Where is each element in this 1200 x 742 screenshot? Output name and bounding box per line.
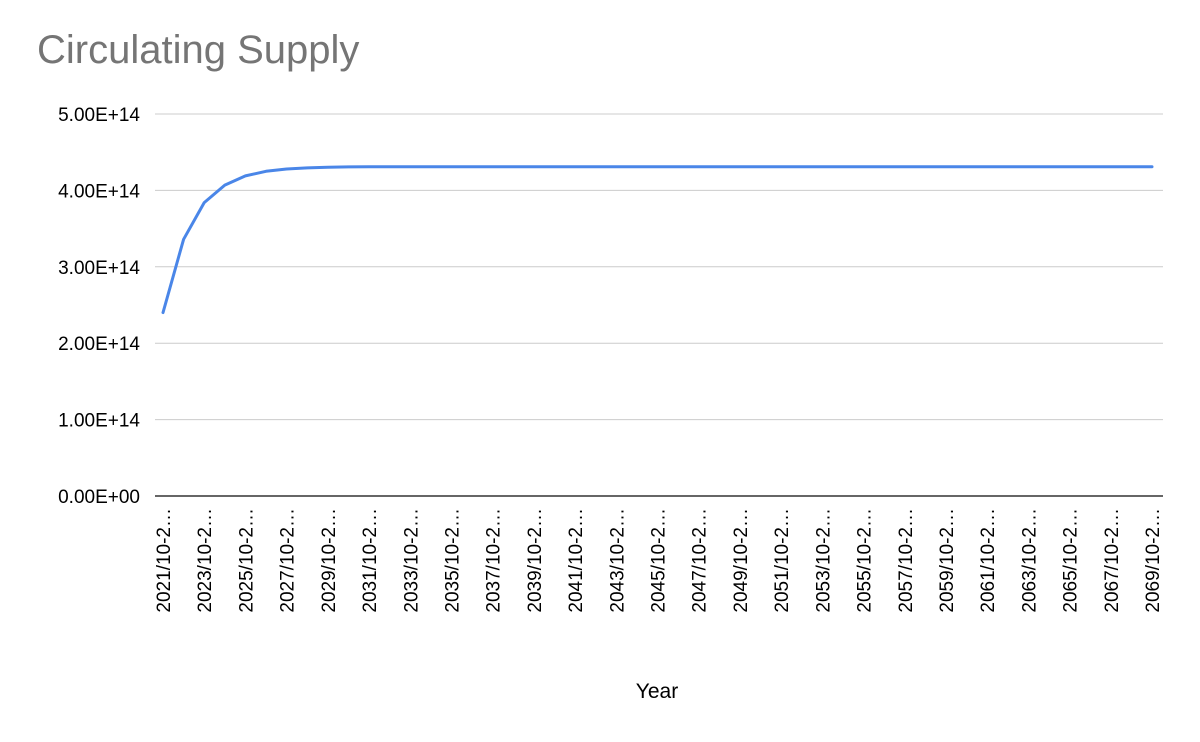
x-tick-label: 2061/10-2… — [978, 508, 999, 613]
x-tick-label: 2057/10-2… — [896, 508, 917, 613]
x-tick-label: 2041/10-2… — [566, 508, 587, 613]
x-axis-title: Year — [636, 680, 678, 703]
x-tick-label: 2065/10-2… — [1061, 508, 1082, 613]
x-tick-label: 2033/10-2… — [401, 508, 422, 613]
y-tick-label: 3.00E+14 — [58, 258, 140, 279]
x-tick-label: 2051/10-2… — [772, 508, 793, 613]
y-tick-label: 2.00E+14 — [58, 334, 140, 355]
x-tick-label: 2021/10-2… — [154, 508, 175, 613]
x-tick-label: 2045/10-2… — [649, 508, 670, 613]
chart-title: Circulating Supply — [37, 28, 360, 72]
x-tick-label: 2023/10-2… — [195, 508, 216, 613]
y-tick-label: 4.00E+14 — [58, 181, 140, 202]
x-tick-label: 2049/10-2… — [731, 508, 752, 613]
x-axis-ticks: 2021/10-2… 2023/10-2… 2025/10-2… 2027/10-2…… — [154, 508, 1164, 613]
x-tick-label: 2031/10-2… — [360, 508, 381, 613]
x-tick-label: 2053/10-2… — [813, 508, 834, 613]
y-tick-label: 5.00E+14 — [58, 105, 140, 126]
gridlines — [155, 113, 1163, 497]
x-tick-label: 2069/10-2… — [1143, 508, 1164, 613]
x-tick-label: 2055/10-2… — [855, 508, 876, 613]
y-axis-ticks: 0.00E+00 1.00E+14 2.00E+14 3.00E+14 4.00E+14… — [58, 105, 140, 508]
x-tick-label: 2059/10-2… — [937, 508, 958, 613]
y-tick-label: 1.00E+14 — [58, 411, 140, 432]
x-tick-label: 2047/10-2… — [690, 508, 711, 613]
x-tick-label: 2027/10-2… — [278, 508, 299, 613]
x-tick-label: 2063/10-2… — [1019, 508, 1040, 613]
x-tick-label: 2035/10-2… — [442, 508, 463, 613]
y-tick-label: 0.00E+00 — [58, 487, 140, 508]
x-tick-label: 2043/10-2… — [607, 508, 628, 613]
series-layer — [161, 165, 1154, 315]
series-line — [161, 165, 1154, 315]
x-tick-label: 2037/10-2… — [484, 508, 505, 613]
x-tick-label: 2025/10-2… — [236, 508, 257, 613]
x-tick-label: 2029/10-2… — [319, 508, 340, 613]
x-tick-label: 2039/10-2… — [525, 508, 546, 613]
x-tick-label: 2067/10-2… — [1102, 508, 1123, 613]
